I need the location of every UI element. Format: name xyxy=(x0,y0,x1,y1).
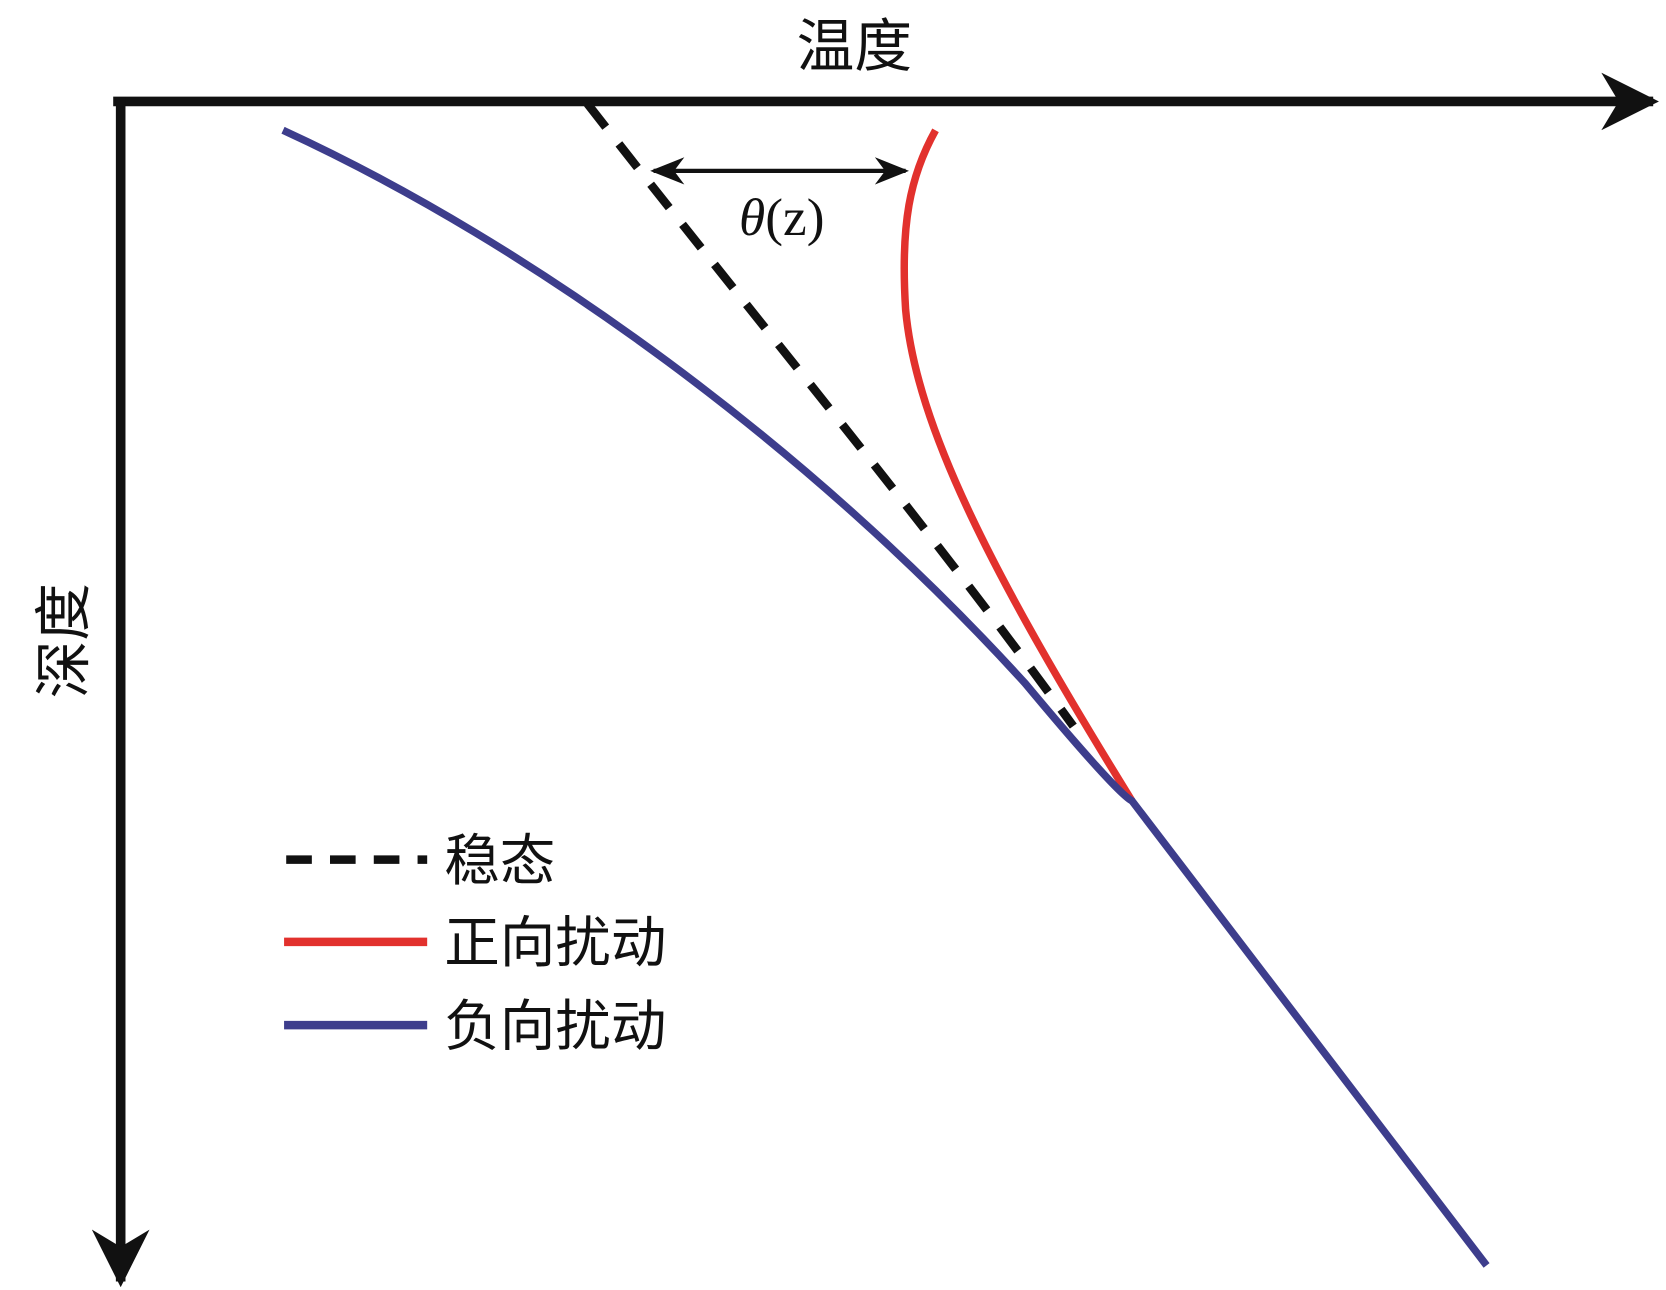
negative-curve xyxy=(281,126,1490,1268)
theta-argument: (z) xyxy=(765,187,824,247)
x-axis-label: 温度 xyxy=(797,12,912,80)
theta-symbol: θ xyxy=(739,187,765,247)
theta-label: θ(z) xyxy=(739,187,824,247)
legend-label: 正向扰动 xyxy=(444,911,666,976)
legend-label: 稳态 xyxy=(444,829,555,894)
legend-label: 负向扰动 xyxy=(444,994,666,1059)
y-axis-label: 深度 xyxy=(29,583,97,698)
steady-curve xyxy=(583,100,1077,729)
positive-curve xyxy=(900,128,1136,803)
